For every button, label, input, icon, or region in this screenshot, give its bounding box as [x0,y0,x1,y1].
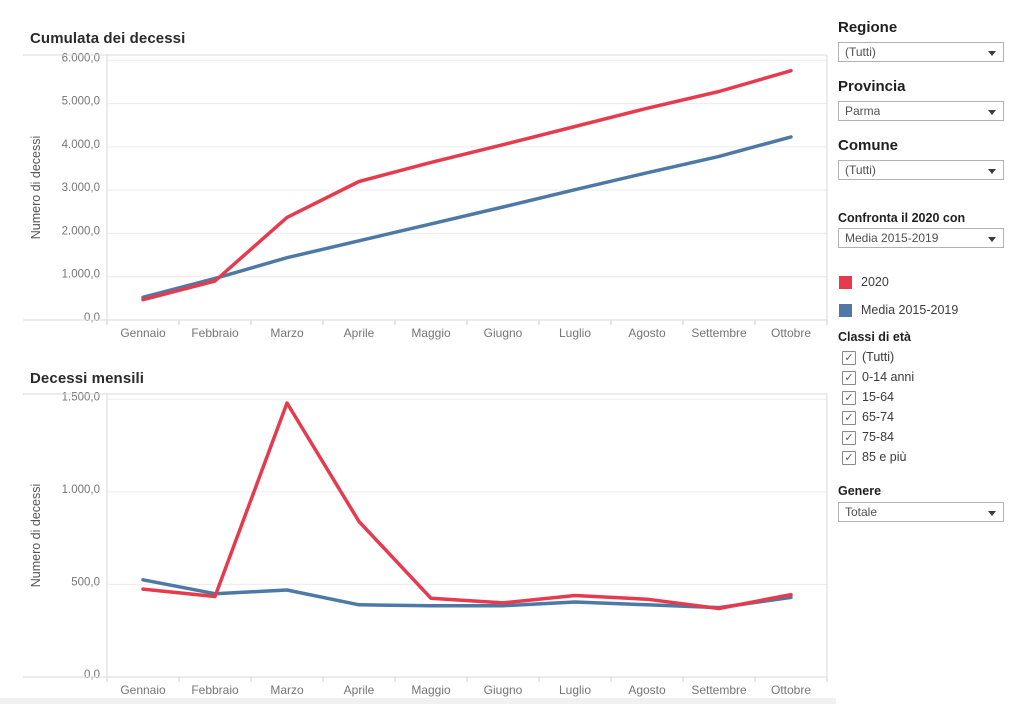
series-line-media-2015-2019[interactable] [141,135,793,300]
x-tick-label: Febbraio [191,683,239,697]
series-line-media-2015-2019[interactable] [141,578,793,610]
x-tick-label: Marzo [270,326,304,340]
x-tick-label: Aprile [344,326,375,340]
y-tick-label: 500,0 [71,576,100,588]
caret-down-icon [988,237,996,242]
filter-sidebar: Regione (Tutti) Provincia Parma Comune (… [838,0,1008,704]
y-axis-title: Numero di decessi [29,484,43,588]
y-tick-label: 5.000,0 [62,96,100,108]
checkbox-checked-icon: ✓ [842,351,856,365]
y-tick-label: 3.000,0 [62,182,100,194]
comune-dropdown[interactable]: (Tutti) [838,160,1004,180]
x-tick-label: Febbraio [191,326,239,340]
caret-down-icon [988,169,996,174]
y-tick-label: 0,0 [84,669,100,681]
confronta-dropdown[interactable]: Media 2015-2019 [838,228,1004,248]
checkbox-label: 65-74 [862,410,894,424]
checkbox-checked-icon: ✓ [842,451,856,465]
genere-dropdown-value: Totale [845,505,878,519]
y-tick-label: 1.000,0 [62,484,100,496]
provincia-filter-label: Provincia [838,78,906,95]
x-tick-label: Giugno [484,683,523,697]
genere-dropdown[interactable]: Totale [838,502,1004,522]
checkbox-label: 15-64 [862,390,894,404]
regione-filter-label: Regione [838,19,898,36]
provincia-dropdown-value: Parma [845,104,881,118]
chart-title-monthly: Decessi mensili [30,370,145,387]
checkbox-checked-icon: ✓ [842,391,856,405]
regione-dropdown[interactable]: (Tutti) [838,42,1004,62]
x-tick-label: Settembre [691,326,747,340]
checkbox-label: 75-84 [862,430,894,444]
y-tick-label: 6.000,0 [62,52,100,64]
regione-dropdown-value: (Tutti) [845,45,876,59]
x-tick-label: Maggio [411,683,451,697]
chart-monthly: 0,0 500,0 1.000,0 1.500,0 Gennaio Febbraio Mar… [23,391,828,697]
comune-dropdown-value: (Tutti) [845,163,876,177]
genere-filter-label: Genere [838,484,882,498]
checkbox-checked-icon: ✓ [842,371,856,385]
legend-swatch-2020 [839,276,852,289]
y-tick-label: 1.000,0 [62,269,100,281]
x-tick-label: Gennaio [120,683,166,697]
checkbox-label: (Tutti) [862,350,895,364]
age-filter-title: Classi di età [838,330,911,344]
bottom-edge-strip [0,698,836,704]
confronta-filter-label: Confronta il 2020 con [838,211,966,225]
legend-label-2020: 2020 [861,275,889,289]
checkbox-label: 85 e più [862,450,907,464]
x-tick-label: Maggio [411,326,451,340]
series-line-2020[interactable] [141,68,793,302]
checkbox-label: 0-14 anni [862,370,915,384]
x-tick-label: Ottobre [771,326,811,340]
checkbox-checked-icon: ✓ [842,431,856,445]
x-tick-label: Gennaio [120,326,166,340]
x-tick-label: Agosto [628,326,666,340]
y-tick-label: 2.000,0 [62,225,100,237]
caret-down-icon [988,110,996,115]
x-tick-label: Marzo [270,683,304,697]
checkbox-checked-icon: ✓ [842,411,856,425]
x-tick-label: Giugno [484,326,523,340]
x-tick-label: Agosto [628,683,666,697]
x-tick-label: Aprile [344,683,375,697]
caret-down-icon [988,511,996,516]
x-tick-label: Luglio [559,326,591,340]
legend-label-media: Media 2015-2019 [861,303,959,317]
x-tick-label: Settembre [691,683,747,697]
x-tick-label: Luglio [559,683,591,697]
legend-swatch-media [839,304,852,317]
provincia-dropdown[interactable]: Parma [838,101,1004,121]
y-tick-label: 4.000,0 [62,139,100,151]
series-line-2020[interactable] [141,401,793,611]
caret-down-icon [988,51,996,56]
y-tick-label: 0,0 [84,312,100,324]
y-tick-label: 1.500,0 [62,391,100,403]
y-axis-title: Numero di decessi [29,136,43,240]
chart-title-cumulative: Cumulata dei decessi [30,30,186,47]
x-tick-label: Ottobre [771,683,811,697]
confronta-dropdown-value: Media 2015-2019 [845,231,939,245]
chart-cumulative: 0,0 1.000,0 2.000,0 3.000,0 4.000,0 5.000,0 6.… [23,52,828,340]
comune-filter-label: Comune [838,137,898,154]
